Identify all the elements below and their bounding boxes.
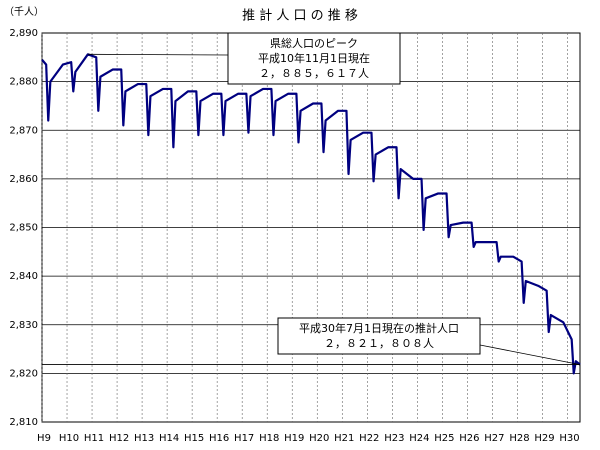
y-tick-label: 2,850 xyxy=(9,223,38,234)
x-tick-label: H17 xyxy=(234,433,254,444)
x-tick-label: H29 xyxy=(534,433,554,444)
x-tick-label: H21 xyxy=(334,433,354,444)
x-tick-label: H23 xyxy=(384,433,404,444)
leader-line xyxy=(479,344,581,365)
chart-title: 推 計 人 口 の 推 移 xyxy=(242,8,358,24)
x-tick-label: H18 xyxy=(259,433,279,444)
x-tick-label: H9 xyxy=(37,433,51,444)
x-tick-label: H22 xyxy=(359,433,379,444)
y-tick-label: 2,880 xyxy=(9,77,38,88)
x-tick-label: H25 xyxy=(434,433,454,444)
annotation-text: ２，８８５，６１７人 xyxy=(259,67,369,80)
line xyxy=(41,53,581,375)
annotation-text: 平成10年11月1日現在 xyxy=(258,51,370,65)
x-tick-label: H20 xyxy=(309,433,329,444)
annotation-text: 県総人口のピーク xyxy=(270,36,358,50)
x-tick-label: H15 xyxy=(184,433,204,444)
annotation-text: 平成30年7月1日現在の推計人口 xyxy=(299,321,459,335)
x-tick-label: H11 xyxy=(84,433,104,444)
x-tick-label: H27 xyxy=(484,433,504,444)
annotation-box xyxy=(277,317,481,355)
x-tick-label: H26 xyxy=(459,433,479,444)
x-tick-label: H28 xyxy=(509,433,529,444)
x-tick-label: H19 xyxy=(284,433,304,444)
leader-line xyxy=(87,53,229,56)
x-tick-label: H13 xyxy=(134,433,154,444)
y-tick-label: 2,830 xyxy=(9,320,38,331)
y-tick-label: 2,890 xyxy=(9,28,38,39)
y-tick-label: 2,870 xyxy=(9,125,38,136)
y-axis-label: （千人） xyxy=(4,6,44,18)
y-tick-label: 2,820 xyxy=(9,368,38,379)
x-tick-label: H24 xyxy=(409,433,429,444)
x-tick-label: H10 xyxy=(59,433,79,444)
x-tick-label: H16 xyxy=(209,433,229,444)
y-tick-label: 2,840 xyxy=(9,271,38,282)
x-tick-label: H12 xyxy=(109,433,129,444)
annotation-box xyxy=(227,32,401,85)
y-tick-label: 2,860 xyxy=(9,174,38,185)
y-tick-label: 2,810 xyxy=(9,417,38,428)
annotation-text: ２，８２１，８０８人 xyxy=(324,337,434,350)
x-tick-label: H14 xyxy=(159,433,179,444)
x-tick-label: H30 xyxy=(559,433,579,444)
